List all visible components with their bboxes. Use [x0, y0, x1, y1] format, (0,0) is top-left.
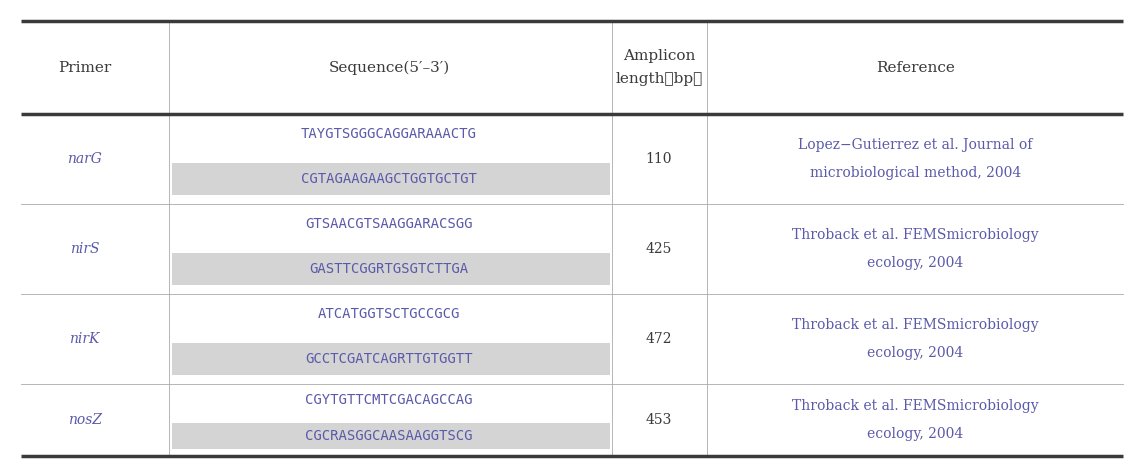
Text: nirS: nirS	[70, 242, 100, 256]
Text: GTSAACGTSAAGGARACSGG: GTSAACGTSAAGGARACSGG	[305, 217, 472, 231]
Text: ecology, 2004: ecology, 2004	[867, 256, 963, 270]
Text: length（bp）: length（bp）	[615, 73, 702, 86]
Text: Primer: Primer	[58, 61, 111, 74]
Text: Throback et al. FEMSmicrobiology: Throback et al. FEMSmicrobiology	[792, 228, 1039, 242]
Text: microbiological method, 2004: microbiological method, 2004	[810, 166, 1020, 180]
Text: CGTAGAAGAAGCTGGTGCTGT: CGTAGAAGAAGCTGGTGCTGT	[301, 172, 477, 186]
Text: narG: narG	[67, 152, 102, 166]
Bar	[172, 343, 610, 375]
Text: TAYGTSGGGCAGGARAAACTG: TAYGTSGGGCAGGARAAACTG	[301, 127, 477, 141]
Text: GCCTCGATCAGRTTGTGGTT: GCCTCGATCAGRTTGTGGTT	[305, 352, 472, 366]
Bar	[172, 423, 610, 449]
Text: Throback et al. FEMSmicrobiology: Throback et al. FEMSmicrobiology	[792, 399, 1039, 413]
Text: Sequence(5′–3′): Sequence(5′–3′)	[328, 60, 450, 75]
Text: 110: 110	[645, 152, 673, 166]
Text: Throback et al. FEMSmicrobiology: Throback et al. FEMSmicrobiology	[792, 318, 1039, 332]
Text: 472: 472	[645, 332, 673, 346]
Bar	[172, 253, 610, 285]
Text: ecology, 2004: ecology, 2004	[867, 346, 963, 360]
Text: Lopez−Gutierrez et al. Journal of: Lopez−Gutierrez et al. Journal of	[799, 138, 1032, 152]
Text: CGCRASGGCAASAAGGTSCG: CGCRASGGCAASAAGGTSCG	[305, 429, 472, 443]
Text: Amplicon: Amplicon	[622, 49, 696, 63]
Text: nirK: nirK	[70, 332, 100, 346]
Text: Reference: Reference	[876, 61, 954, 74]
Text: ATCATGGTSCTGCCGCG: ATCATGGTSCTGCCGCG	[318, 307, 460, 321]
Text: nosZ: nosZ	[67, 413, 102, 427]
Bar	[172, 163, 610, 195]
Text: ecology, 2004: ecology, 2004	[867, 427, 963, 441]
Text: CGYTGTTCMTCGACAGCCAG: CGYTGTTCMTCGACAGCCAG	[305, 393, 472, 407]
Text: GASTTCGGRTGSGTCTTGA: GASTTCGGRTGSGTCTTGA	[309, 262, 469, 276]
Text: 425: 425	[645, 242, 673, 256]
Text: 453: 453	[645, 413, 673, 427]
